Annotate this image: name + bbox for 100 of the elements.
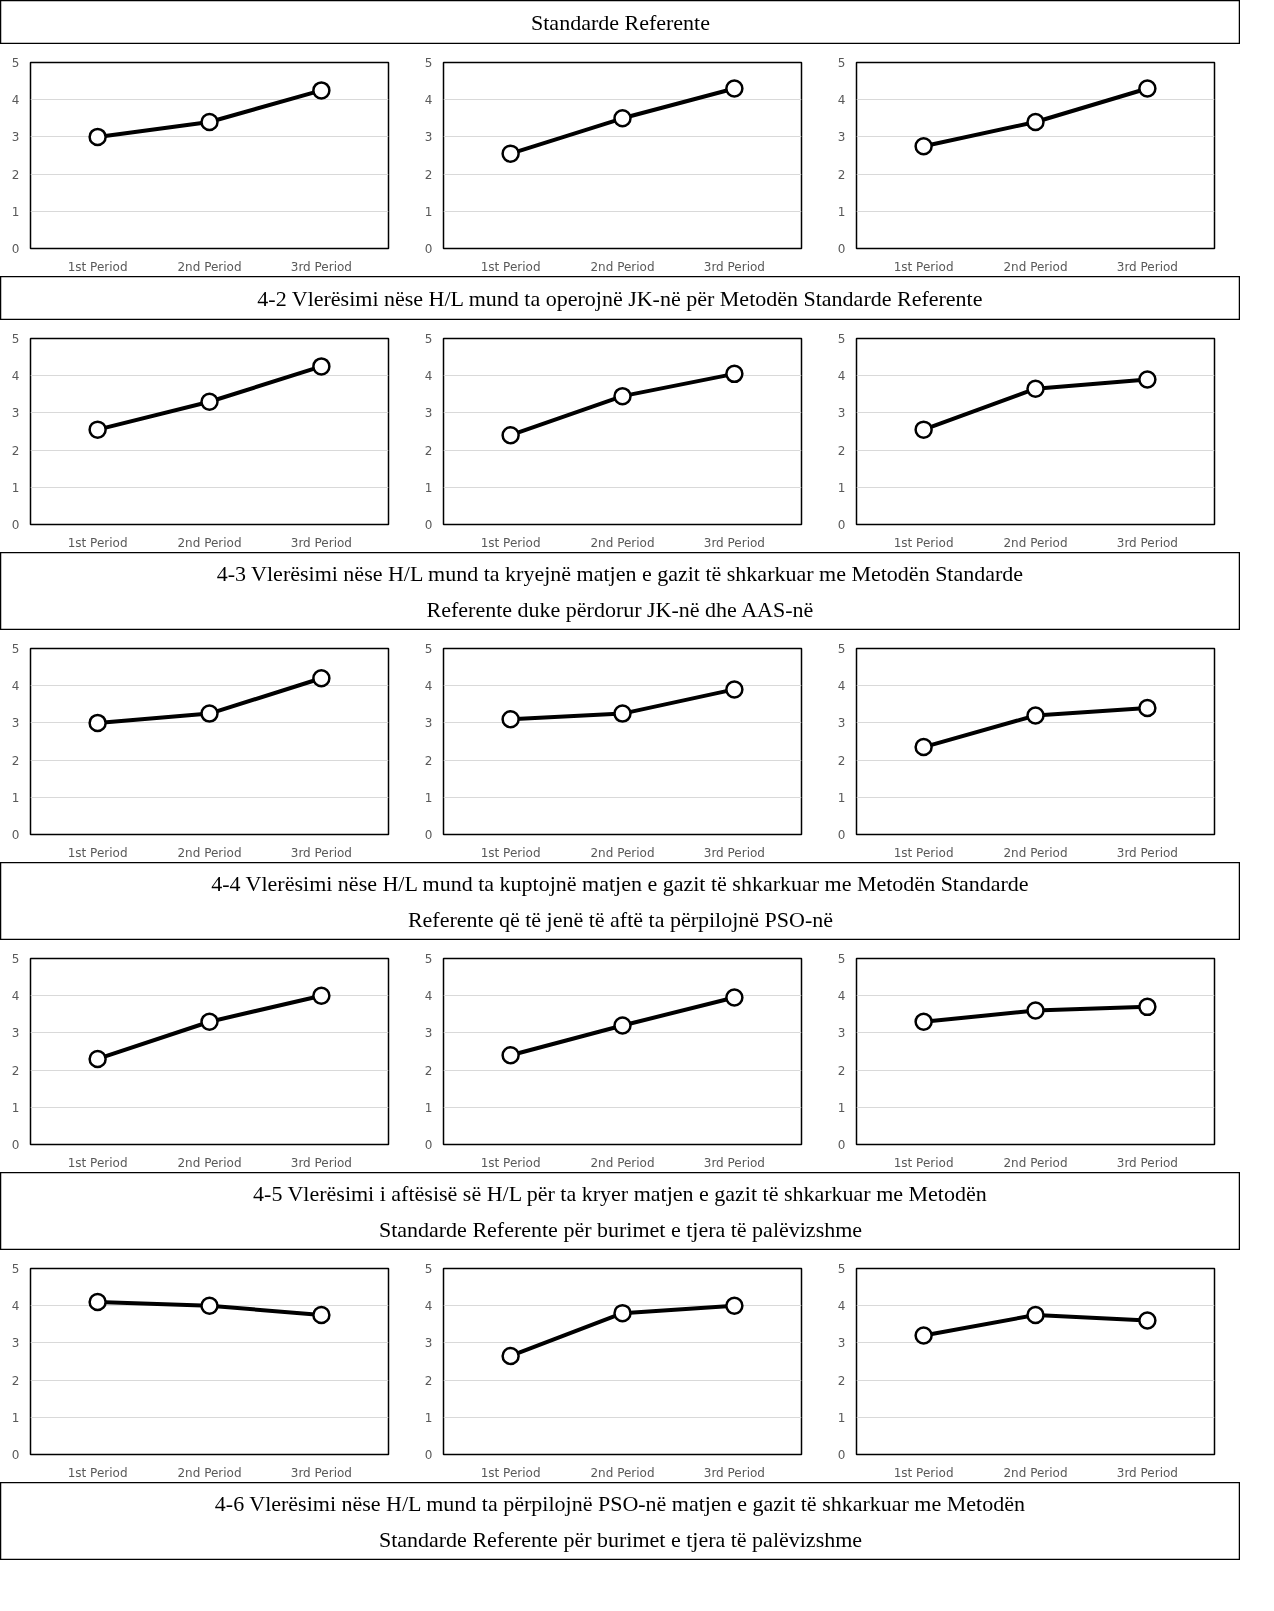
- x-tick-label: 1st Period: [67, 1465, 128, 1480]
- y-tick-label: 3: [424, 1026, 433, 1041]
- x-tick-label: 3rd Period: [1116, 1155, 1178, 1170]
- x-tick-label: 3rd Period: [703, 1465, 765, 1480]
- point: [725, 79, 744, 98]
- x-tick-label: 3rd Period: [290, 1465, 352, 1480]
- y-tick-label: 5: [837, 1262, 846, 1276]
- y-tick-label: 2: [424, 443, 433, 458]
- y-tick-label: 0: [837, 1448, 846, 1462]
- y-tick-label: 2: [837, 1373, 846, 1388]
- y-tick-label: 0: [11, 828, 20, 842]
- y-tick-label: 1: [837, 790, 846, 805]
- x-tick-label: 1st Period: [67, 259, 128, 274]
- y-tick-label: 4: [837, 93, 846, 108]
- point: [613, 1016, 632, 1035]
- y-tick-label: 1: [837, 204, 846, 219]
- y-tick-label: 1: [837, 1410, 846, 1425]
- point: [1138, 1311, 1157, 1330]
- y-tick-label: 4: [11, 989, 20, 1004]
- y-tick-label: 2: [424, 167, 433, 182]
- x-tick-label: 1st Period: [480, 845, 541, 860]
- x-tick-label: 2nd Period: [590, 535, 655, 550]
- x-tick-label: 3rd Period: [290, 259, 352, 274]
- y-tick-label: 2: [837, 167, 846, 182]
- point: [613, 386, 632, 406]
- point: [914, 737, 933, 757]
- x-tick-label: 2nd Period: [590, 845, 655, 860]
- x-tick-label: 3rd Period: [703, 1155, 765, 1170]
- point: [1026, 1305, 1045, 1325]
- y-tick-label: 3: [424, 1336, 433, 1351]
- y-tick-label: 0: [424, 242, 433, 256]
- y-tick-label: 0: [424, 518, 433, 532]
- y-tick-label: 2: [11, 1373, 20, 1388]
- point: [914, 420, 933, 439]
- text: 4-4 Vlerësimi nëse H/L mund ta kuptojnë matjen e gazit të shkarkuar me Metodën Standarde Referente që të jenë të aftë ta përpilojnë PSO-në: [211, 870, 1029, 933]
- y-tick-label: 2: [11, 443, 20, 458]
- y-tick-label: 5: [11, 952, 20, 966]
- y-tick-label: 2: [837, 443, 846, 458]
- x-tick-label: 3rd Period: [1116, 535, 1178, 550]
- x-tick-label: 2nd Period: [1003, 845, 1068, 860]
- point: [501, 1045, 520, 1065]
- x-tick-label: 1st Period: [893, 845, 954, 860]
- point: [725, 680, 744, 699]
- y-tick-label: 3: [424, 406, 433, 421]
- x-tick-label: 2nd Period: [590, 259, 655, 274]
- x-tick-label: 1st Period: [893, 1155, 954, 1170]
- y-tick-label: 5: [424, 332, 433, 346]
- point: [200, 112, 219, 132]
- x-tick-label: 3rd Period: [290, 535, 352, 550]
- point: [200, 392, 219, 411]
- y-tick-label: 4: [424, 989, 433, 1004]
- point: [200, 1296, 219, 1315]
- x-tick-label: 3rd Period: [1116, 845, 1178, 860]
- point: [88, 713, 107, 733]
- point: [88, 1292, 107, 1312]
- x-tick-label: 3rd Period: [290, 1155, 352, 1170]
- x-tick-label: 3rd Period: [1116, 1465, 1178, 1480]
- y-tick-label: 1: [11, 1410, 20, 1425]
- y-tick-label: 5: [11, 56, 20, 70]
- point: [1138, 698, 1157, 718]
- point: [1138, 370, 1157, 389]
- point: [1026, 1001, 1045, 1020]
- x-tick-label: 1st Period: [67, 845, 128, 860]
- x-tick-label: 2nd Period: [1003, 1465, 1068, 1480]
- y-tick-label: 2: [837, 753, 846, 768]
- point: [914, 136, 933, 156]
- x-tick-label: 2nd Period: [177, 259, 242, 274]
- y-tick-label: 1: [837, 1100, 846, 1115]
- y-tick-label: 2: [11, 167, 20, 182]
- point: [914, 1326, 933, 1345]
- y-tick-label: 5: [11, 332, 20, 346]
- x-tick-label: 1st Period: [893, 535, 954, 550]
- y-tick-label: 3: [424, 716, 433, 731]
- y-tick-label: 3: [837, 1026, 846, 1041]
- y-tick-label: 0: [424, 1448, 433, 1462]
- x-tick-label: 2nd Period: [177, 1465, 242, 1480]
- y-tick-label: 0: [11, 518, 20, 532]
- y-tick-label: 1: [11, 204, 20, 219]
- x-tick-label: 1st Period: [480, 1155, 541, 1170]
- y-tick-label: 0: [424, 1138, 433, 1152]
- x-tick-label: 3rd Period: [703, 535, 765, 550]
- y-tick-label: 5: [11, 642, 20, 656]
- y-tick-label: 3: [11, 130, 20, 145]
- x-tick-label: 2nd Period: [1003, 535, 1068, 550]
- y-tick-label: 4: [11, 1299, 20, 1314]
- point: [312, 81, 331, 100]
- y-tick-label: 5: [424, 642, 433, 656]
- y-tick-label: 4: [424, 369, 433, 384]
- y-tick-label: 4: [837, 1299, 846, 1314]
- point: [501, 1346, 520, 1366]
- y-tick-label: 2: [11, 753, 20, 768]
- text: 4-5 Vlerësimi i aftësisë së H/L për ta kryer matjen e gazit të shkarkuar me Metodën Standarde Referente për burimet e tjera të palëvizshme: [253, 1180, 987, 1243]
- y-tick-label: 0: [837, 828, 846, 842]
- x-tick-label: 1st Period: [480, 535, 541, 550]
- point: [200, 1012, 219, 1031]
- y-tick-label: 0: [11, 1448, 20, 1462]
- y-tick-label: 1: [424, 204, 433, 219]
- point: [613, 109, 632, 128]
- point: [312, 1305, 331, 1325]
- point: [312, 986, 331, 1005]
